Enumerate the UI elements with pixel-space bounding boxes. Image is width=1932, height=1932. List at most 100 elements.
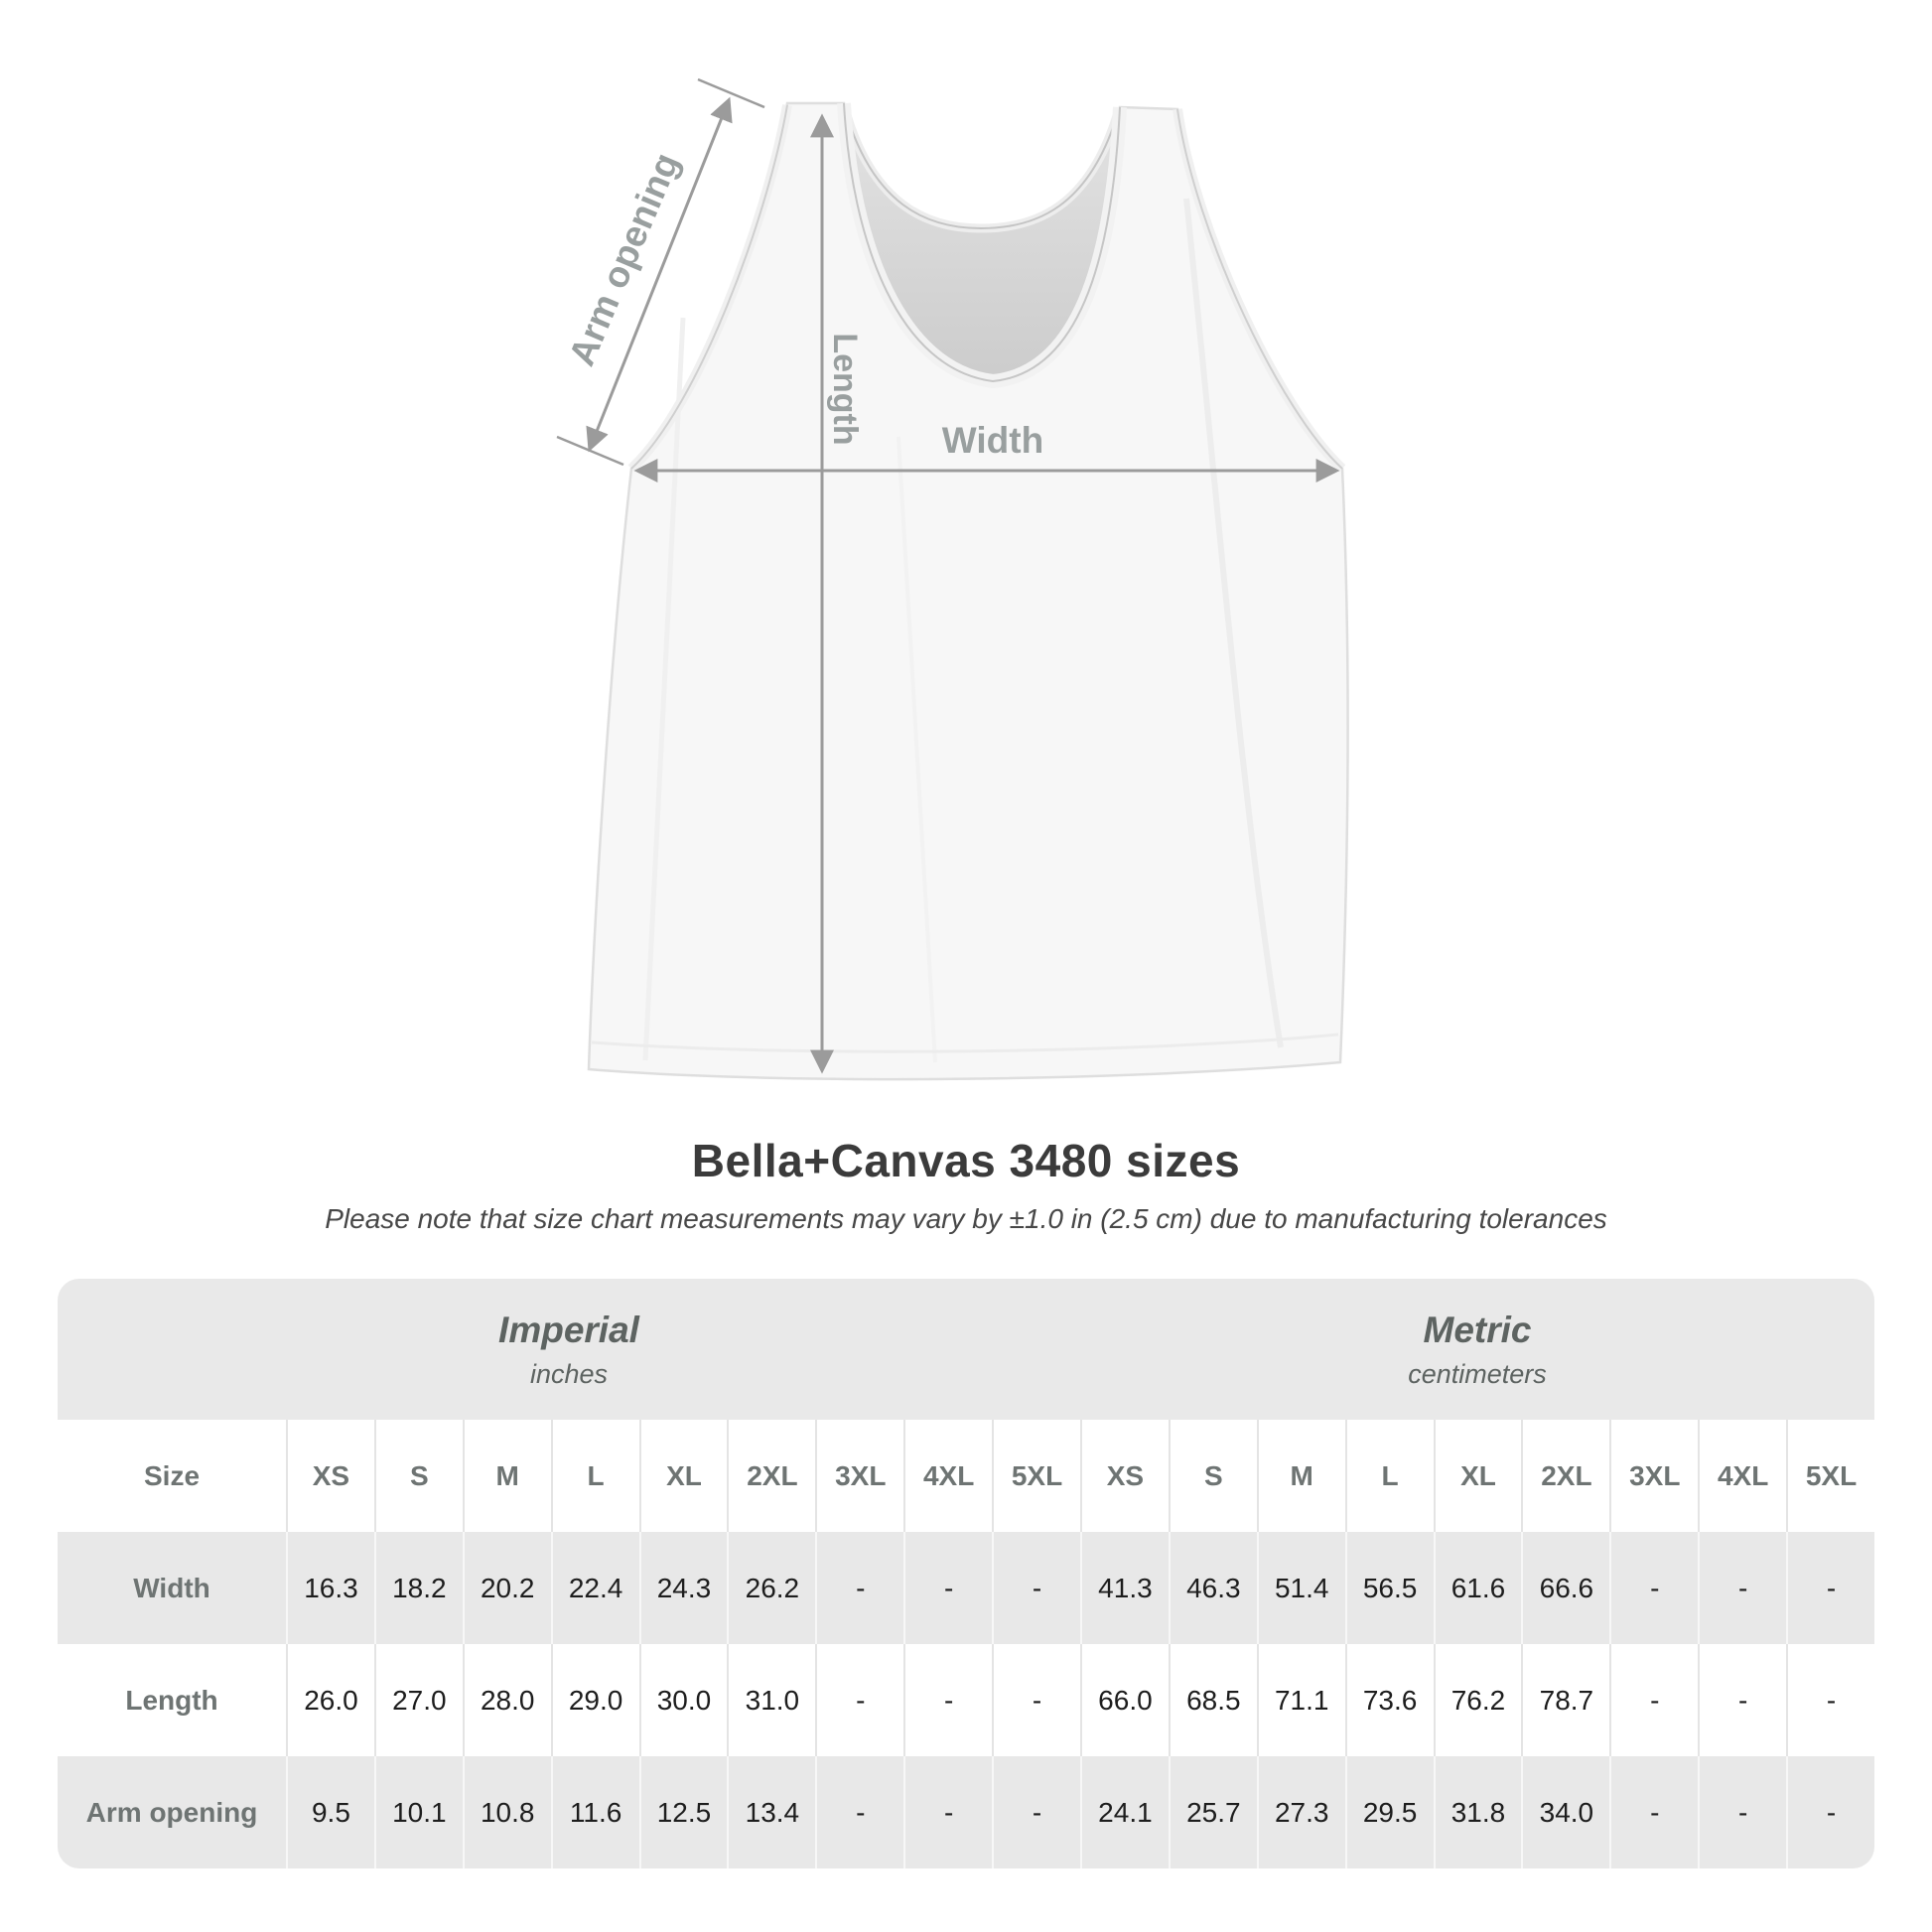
- value-cell-imperial: -: [815, 1756, 903, 1868]
- value-cell-metric: 24.1: [1079, 1756, 1169, 1868]
- value-cell-imperial: 24.3: [638, 1532, 728, 1644]
- value-cell-metric: 51.4: [1256, 1532, 1345, 1644]
- column-header-metric-3xl: 3XL: [1609, 1420, 1698, 1532]
- value-cell-metric: 46.3: [1168, 1532, 1257, 1644]
- value-cell-imperial: 11.6: [550, 1756, 639, 1868]
- column-header-imperial-2xl: 2XL: [727, 1420, 815, 1532]
- measurement-row-arm-opening: Arm opening 9.5 10.1 10.8 11.6 12.5 13.4- - -24.…: [58, 1756, 1874, 1868]
- value-cell-metric: -: [1609, 1644, 1698, 1756]
- value-cell-imperial: 16.3: [286, 1532, 374, 1644]
- value-cell-metric: 73.6: [1344, 1644, 1434, 1756]
- value-cell-metric: 68.5: [1168, 1644, 1257, 1756]
- column-header-imperial-m: M: [462, 1420, 551, 1532]
- value-cell-imperial: 26.2: [727, 1532, 815, 1644]
- row-label: Length: [125, 1684, 218, 1716]
- column-header-imperial-4xl: 4XL: [903, 1420, 992, 1532]
- right-armhole-edge: [1176, 108, 1343, 470]
- value-cell-metric: 71.1: [1256, 1644, 1345, 1756]
- value-cell-imperial: -: [992, 1532, 1080, 1644]
- column-header-metric-l: L: [1344, 1420, 1434, 1532]
- column-header-imperial-l: L: [550, 1420, 639, 1532]
- value-cell-imperial: 10.1: [373, 1756, 463, 1868]
- value-cell-imperial: 9.5: [286, 1756, 374, 1868]
- tank-top-measurement-diagram: Arm opening Length Width: [556, 77, 1349, 1081]
- length-dimension-label: Length: [826, 333, 864, 445]
- value-cell-metric: 78.7: [1521, 1644, 1609, 1756]
- value-cell-imperial: 18.2: [373, 1532, 463, 1644]
- imperial-group-name: Imperial: [498, 1309, 639, 1350]
- arm-opening-bottom-tick: [556, 435, 624, 467]
- value-cell-metric: -: [1609, 1756, 1698, 1868]
- value-cell-metric: 61.6: [1433, 1532, 1522, 1644]
- value-cell-metric: 31.8: [1433, 1756, 1522, 1868]
- front-neck-edge: [843, 102, 1121, 383]
- value-cell-metric: 56.5: [1344, 1532, 1434, 1644]
- size-column-header: Size: [143, 1459, 201, 1491]
- value-cell-metric: 25.7: [1168, 1756, 1257, 1868]
- imperial-group-unit: inches: [529, 1358, 609, 1389]
- unit-group-band: Imperial inches Metric centimeters: [58, 1279, 1874, 1420]
- size-diagram-section: Arm opening Length Width: [556, 77, 1349, 1081]
- tolerance-note: Please note that size chart measurements…: [325, 1203, 1607, 1234]
- column-header-imperial-3xl: 3XL: [815, 1420, 903, 1532]
- column-header-metric-xl: XL: [1433, 1420, 1522, 1532]
- metric-group-name: Metric: [1423, 1309, 1532, 1350]
- value-cell-imperial: 31.0: [727, 1644, 815, 1756]
- column-header-imperial-5xl: 5XL: [992, 1420, 1080, 1532]
- value-cell-metric: -: [1786, 1644, 1874, 1756]
- value-cell-imperial: 22.4: [550, 1532, 639, 1644]
- value-cell-imperial: -: [815, 1532, 903, 1644]
- column-header-imperial-s: S: [373, 1420, 463, 1532]
- arm-opening-top-tick: [697, 77, 765, 109]
- value-cell-imperial: 12.5: [638, 1756, 728, 1868]
- column-header-imperial-xl: XL: [638, 1420, 728, 1532]
- back-neck-edge: [843, 104, 1120, 230]
- value-cell-metric: -: [1698, 1644, 1786, 1756]
- arm-opening-dimension-label: Arm opening: [561, 147, 687, 371]
- value-cell-imperial: 13.4: [727, 1756, 815, 1868]
- value-cell-metric: -: [1786, 1756, 1874, 1868]
- metric-group-unit: centimeters: [1408, 1358, 1547, 1389]
- value-cell-metric: -: [1786, 1532, 1874, 1644]
- value-cell-imperial: -: [815, 1644, 903, 1756]
- imperial-group-header: Imperial inches: [58, 1279, 1080, 1420]
- arm-opening-arrow: [586, 96, 733, 453]
- column-header-metric-xs: XS: [1079, 1420, 1169, 1532]
- value-cell-metric: 66.0: [1079, 1644, 1169, 1756]
- value-cell-metric: 41.3: [1079, 1532, 1169, 1644]
- value-cell-metric: 27.3: [1256, 1756, 1345, 1868]
- size-header-row: Size XS S M L XL 2XL 3XL 4XL 5XL XS S M L XL 2XL 3XL 4XL 5…: [58, 1420, 1874, 1532]
- value-cell-imperial: -: [903, 1644, 992, 1756]
- value-cell-imperial: 28.0: [462, 1644, 551, 1756]
- value-cell-metric: 66.6: [1521, 1532, 1609, 1644]
- value-cell-imperial: -: [903, 1756, 992, 1868]
- page-title: Bella+Canvas 3480 sizes: [691, 1135, 1241, 1186]
- metric-group-header: Metric centimeters: [1080, 1279, 1874, 1420]
- value-cell-metric: 29.5: [1344, 1756, 1434, 1868]
- value-cell-imperial: 27.0: [373, 1644, 463, 1756]
- value-cell-metric: -: [1698, 1756, 1786, 1868]
- column-header-metric-4xl: 4XL: [1698, 1420, 1786, 1532]
- column-header-metric-5xl: 5XL: [1786, 1420, 1874, 1532]
- value-cell-imperial: 29.0: [550, 1644, 639, 1756]
- column-header-metric-2xl: 2XL: [1521, 1420, 1609, 1532]
- value-cell-imperial: 10.8: [462, 1756, 551, 1868]
- measurement-row-width: Width 16.3 18.2 20.2 22.4 24.3 26.2- - -41.3 46.3…: [58, 1532, 1874, 1644]
- value-cell-metric: 76.2: [1433, 1644, 1522, 1756]
- column-header-imperial-xs: XS: [286, 1420, 374, 1532]
- column-header-metric-s: S: [1168, 1420, 1257, 1532]
- size-chart-table: Imperial inches Metric centimeters Size X…: [58, 1279, 1874, 1868]
- value-cell-imperial: 26.0: [286, 1644, 374, 1756]
- value-cell-metric: 34.0: [1521, 1756, 1609, 1868]
- value-cell-metric: -: [1609, 1532, 1698, 1644]
- value-cell-imperial: 20.2: [462, 1532, 551, 1644]
- value-cell-metric: -: [1698, 1532, 1786, 1644]
- value-cell-imperial: 30.0: [638, 1644, 728, 1756]
- column-header-metric-m: M: [1256, 1420, 1345, 1532]
- value-cell-imperial: -: [903, 1532, 992, 1644]
- row-label: Width: [133, 1572, 210, 1603]
- row-label: Arm opening: [85, 1796, 258, 1828]
- width-dimension-label: Width: [942, 420, 1043, 461]
- measurement-arrows: [556, 77, 1340, 1074]
- value-cell-imperial: -: [992, 1756, 1080, 1868]
